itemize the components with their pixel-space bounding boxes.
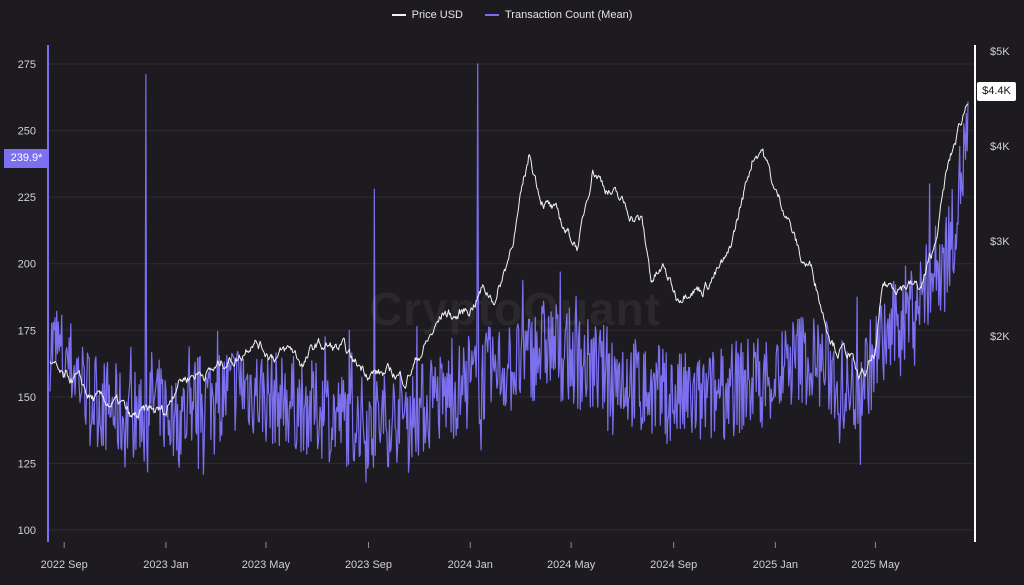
y-axis-right-labels: $2K $3K $4K $5K — [990, 46, 1010, 343]
y-right-tick-5K: $5K — [990, 46, 1010, 58]
y-right-tick-2K: $2K — [990, 331, 1010, 343]
y-left-tick-225: 225 — [18, 192, 36, 204]
x-tick-2023-Jan: 2023 Jan — [143, 559, 188, 571]
price-usd-series — [49, 103, 969, 419]
y-axis-left-labels: 100 125 150 175 200 225 250 275 — [18, 59, 36, 537]
price-usd-line — [49, 103, 969, 419]
current-tx-marker: 239.9* — [4, 149, 49, 168]
y-left-tick-200: 200 — [18, 259, 36, 271]
x-tick-2023-May: 2023 May — [242, 559, 291, 571]
current-price-marker: $4.4K — [977, 82, 1016, 101]
legend: Price USD Transaction Count (Mean) — [0, 6, 1024, 24]
legend-item-price[interactable]: Price USD — [391, 6, 463, 24]
transaction-count-series — [49, 63, 969, 483]
y-left-tick-125: 125 — [18, 458, 36, 470]
y-left-tick-250: 250 — [18, 126, 36, 138]
y-left-tick-275: 275 — [18, 59, 36, 71]
legend-item-tx[interactable]: Transaction Count (Mean) — [484, 6, 633, 24]
x-tick-2022-Sep: 2022 Sep — [41, 559, 88, 571]
legend-label-price: Price USD — [411, 9, 463, 21]
legend-label-tx: Transaction Count (Mean) — [504, 9, 633, 21]
legend-swatch-tx — [484, 14, 499, 16]
watermark: CryptoQuant — [368, 283, 662, 335]
x-tick-2024-May: 2024 May — [547, 559, 596, 571]
x-tick-2024-Jan: 2024 Jan — [448, 559, 493, 571]
y-right-tick-3K: $3K — [990, 236, 1010, 248]
y-right-tick-4K: $4K — [990, 141, 1010, 153]
legend-swatch-price — [391, 14, 406, 16]
transaction-count-line — [49, 63, 969, 483]
y-left-tick-150: 150 — [18, 392, 36, 404]
x-axis-labels: 2022 Sep 2023 Jan 2023 May 2023 Sep 2024 Jan… — [41, 542, 900, 571]
y-left-tick-100: 100 — [18, 525, 36, 537]
x-tick-2024-Sep: 2024 Sep — [650, 559, 697, 571]
x-tick-2025-Jan: 2025 Jan — [753, 559, 798, 571]
y-left-tick-175: 175 — [18, 325, 36, 337]
x-tick-2025-May: 2025 May — [851, 559, 900, 571]
x-tick-2023-Sep: 2023 Sep — [345, 559, 392, 571]
